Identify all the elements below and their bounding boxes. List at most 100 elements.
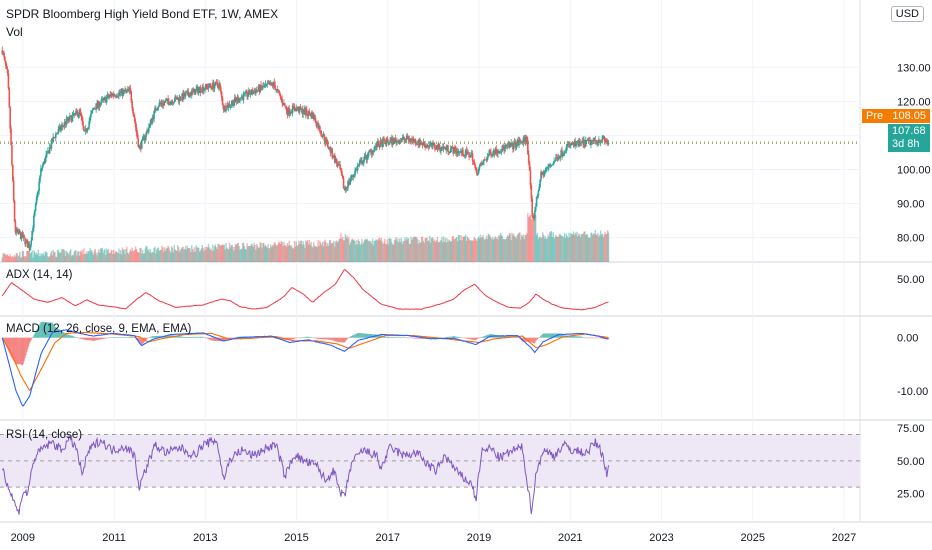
- macd-hist-bar: [464, 337, 467, 339]
- volume-bar: [593, 234, 596, 262]
- candle-body: [336, 163, 339, 167]
- macd-hist-bar: [294, 337, 297, 339]
- volume-bar: [580, 234, 583, 262]
- macd-hist-bar: [410, 337, 412, 339]
- candle-body: [509, 144, 512, 148]
- macd-hist-bar: [44, 322, 46, 338]
- candle-body: [9, 107, 11, 129]
- candle-body: [46, 151, 48, 155]
- macd-hist-bar: [327, 337, 330, 340]
- macd-hist-bar: [165, 335, 168, 338]
- macd-hist-bar: [538, 337, 540, 339]
- candle-body: [17, 230, 19, 232]
- candle-body: [172, 102, 175, 104]
- volume-bar: [270, 244, 272, 262]
- macd-hist-bar: [60, 330, 62, 338]
- macd-hist-bar: [567, 335, 569, 338]
- candle-body: [140, 139, 143, 149]
- macd-hist-bar: [206, 337, 208, 339]
- candle-body: [543, 171, 546, 176]
- macd-hist-bar: [302, 337, 304, 338]
- macd-hist-bar: [94, 337, 96, 341]
- macd-hist-bar: [561, 334, 563, 338]
- volume-bar: [389, 238, 391, 262]
- candle-body: [477, 173, 479, 175]
- currency-button[interactable]: USD: [890, 6, 924, 22]
- candle-body: [158, 102, 161, 107]
- macd-hist-bar: [13, 337, 16, 363]
- candle-body: [486, 156, 489, 161]
- candle-body: [212, 82, 214, 89]
- volume-bar: [425, 238, 427, 262]
- candle-body: [405, 135, 408, 140]
- macd-hist-bar: [185, 336, 188, 338]
- candle-body: [90, 111, 93, 114]
- candle-body: [498, 152, 501, 154]
- volume-bar: [227, 249, 230, 262]
- candle-body: [47, 150, 50, 154]
- macd-hist-bar: [594, 337, 597, 339]
- candle-body: [520, 141, 523, 143]
- volume-bar: [416, 238, 418, 262]
- volume-bar: [262, 243, 264, 262]
- volume-bar: [109, 253, 111, 262]
- volume-bar: [136, 251, 139, 262]
- volume-bar: [49, 253, 52, 262]
- candle-body: [505, 145, 507, 147]
- candle-body: [538, 186, 541, 191]
- candle-body: [595, 139, 598, 141]
- candle-body: [123, 90, 126, 91]
- candle-body: [523, 137, 526, 139]
- macd-hist-bar: [149, 336, 152, 338]
- candle-body: [356, 165, 359, 171]
- candle-body: [549, 165, 552, 167]
- macd-hist-bar: [581, 336, 583, 338]
- macd-hist-bar: [599, 337, 601, 339]
- volume-bar: [249, 246, 251, 262]
- candle-body: [7, 73, 10, 89]
- volume-bar: [435, 240, 438, 262]
- macd-hist-bar: [355, 333, 357, 338]
- volume-bar: [203, 250, 205, 262]
- candle-body: [577, 140, 579, 142]
- candle-body: [241, 96, 244, 100]
- volume-bar: [449, 240, 451, 262]
- volume-bar: [14, 256, 17, 262]
- macd-hist-bar: [229, 337, 232, 339]
- macd-hist-bar: [307, 336, 310, 338]
- candle-body: [83, 130, 86, 132]
- candle-body: [54, 137, 56, 138]
- candle-body: [398, 140, 400, 144]
- volume-bar: [53, 252, 55, 262]
- candle-body: [580, 142, 583, 144]
- volume-bar: [420, 236, 423, 262]
- candle-body: [353, 175, 355, 177]
- volume-bar: [562, 236, 564, 262]
- volume-bar: [375, 239, 377, 262]
- volume-bar: [503, 239, 505, 262]
- volume-bar: [441, 236, 443, 262]
- volume-bar: [538, 237, 540, 262]
- volume-bar: [42, 253, 45, 262]
- macd-hist-bar: [419, 337, 421, 339]
- volume-bar: [361, 239, 363, 262]
- volume-bar: [473, 236, 476, 262]
- macd-hist-bar: [239, 336, 241, 338]
- candle-body: [446, 145, 448, 149]
- macd-hist-bar: [121, 337, 124, 338]
- volume-bar: [201, 244, 204, 262]
- volume-bar: [534, 215, 536, 262]
- macd-hist-bar: [289, 337, 291, 341]
- candle-body: [12, 164, 14, 181]
- candle-body: [404, 139, 406, 140]
- candle-body: [370, 150, 373, 155]
- volume-bar: [256, 244, 258, 262]
- volume-bar: [155, 249, 158, 262]
- candle-body: [141, 137, 144, 140]
- candle-body: [396, 140, 398, 143]
- macd-hist-bar: [109, 337, 111, 338]
- chart-title: SPDR Bloomberg High Yield Bond ETF, 1W, …: [6, 7, 279, 21]
- candle-body: [314, 117, 317, 123]
- macd-hist-bar: [47, 322, 49, 338]
